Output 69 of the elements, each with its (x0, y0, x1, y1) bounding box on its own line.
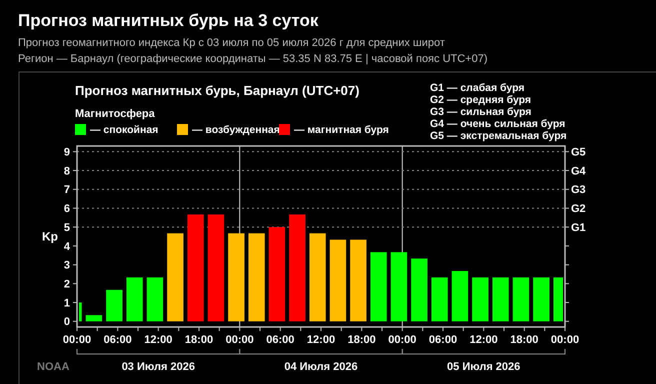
y-tick-label: 0 (64, 316, 70, 328)
y-axis-title: Kp (42, 230, 58, 244)
chart-subtitle: Прогноз геомагнитного индекса Кр с 03 июля по 05 июля 2026 г для средних широт (18, 37, 445, 49)
bar (126, 277, 143, 322)
x-tick-label: 12:00 (144, 334, 172, 346)
ref-line-label: G5 (571, 146, 586, 159)
text: Регион — Барнаул (географические координаты — 53.35 N 83.75 E | часовой пояс UTC+07) (18, 53, 488, 65)
ref-line-label: G3 (571, 184, 586, 196)
x-tick-label: 18:00 (510, 334, 538, 346)
bar (309, 233, 326, 322)
bar (146, 277, 164, 322)
y-tick-label: 4 (64, 240, 71, 253)
x-tick-label: 00:00 (388, 334, 416, 346)
x-tick-label: 00:00 (550, 334, 580, 346)
legend-label: — магнитная буря (294, 124, 389, 136)
bar (187, 214, 204, 322)
y-tick-label: 6 (64, 203, 70, 216)
text: G1 — слабая буря (430, 82, 525, 94)
bar (390, 252, 408, 322)
bar (208, 214, 224, 322)
x-tick-label: 06:00 (428, 334, 458, 346)
x-tick-label: 12:00 (306, 334, 336, 346)
bar (289, 214, 306, 322)
text: G4 — очень сильная буря (430, 118, 566, 130)
text: G5 — экстремальная буря (430, 130, 567, 142)
y-tick-label: 7 (64, 184, 70, 196)
bar (350, 240, 366, 322)
text: G3 — сильная буря (430, 106, 532, 118)
y-tick-label: 1 (64, 297, 70, 310)
ref-line-label: G2 (571, 203, 586, 216)
x-tick-label: 00:00 (226, 334, 254, 346)
bar (472, 277, 488, 322)
text: 05 Июля 2026 (447, 361, 520, 373)
legend-label: — возбужденная (192, 124, 280, 136)
bar (492, 277, 509, 322)
x-tick-label: 12:00 (470, 334, 498, 346)
x-tick-label: 18:00 (184, 334, 214, 346)
ref-line-label: G4 (571, 165, 587, 178)
bar (248, 233, 265, 322)
text: Прогноз магнитных бурь, Барнаул (UTC+07) (75, 83, 360, 98)
bar (106, 290, 122, 322)
bar (512, 277, 530, 322)
text: G2 — средняя буря (430, 94, 532, 106)
bar (411, 258, 428, 322)
x-tick-label: 06:00 (104, 334, 132, 346)
x-tick-label: 18:00 (348, 334, 376, 346)
text: 04 Июля 2026 (284, 361, 358, 373)
x-tick-label: 06:00 (266, 334, 294, 346)
y-tick-label: 3 (64, 260, 70, 272)
bar (228, 233, 244, 322)
y-tick-label: 8 (64, 165, 70, 178)
bar (431, 277, 448, 322)
legend-title: Магнитосфера (75, 108, 156, 120)
x-tick-label: 00:00 (62, 334, 92, 346)
bar (268, 227, 286, 322)
legend-label: — спокойная (90, 124, 158, 136)
y-tick-label: 2 (64, 278, 70, 290)
text: 03 Июля 2026 (122, 361, 195, 373)
bar (370, 252, 387, 322)
chart-title: Прогноз магнитных бурь на 3 суток (18, 11, 319, 30)
bar (533, 277, 550, 322)
bar (330, 240, 346, 322)
y-tick-label: 9 (64, 146, 70, 159)
bar (86, 315, 102, 322)
ref-line-label: G1 (571, 222, 586, 234)
y-tick-label: 5 (64, 222, 70, 234)
bar (167, 233, 184, 322)
text: NOAA (37, 361, 70, 373)
bar (452, 271, 468, 322)
